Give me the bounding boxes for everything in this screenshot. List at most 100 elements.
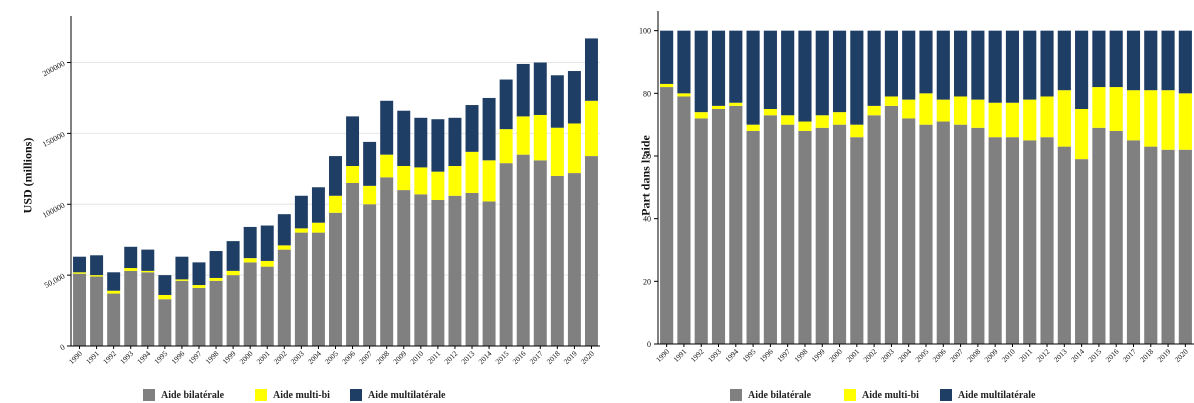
right-bar-multilateral-2014 <box>1075 30 1089 110</box>
left-bar-multibi-2005 <box>329 195 342 213</box>
left-bar-multibi-2010 <box>414 167 428 195</box>
right-x-tick-label: 1992 <box>689 347 706 364</box>
right-bar-bilateral-1994 <box>729 105 743 344</box>
left-y-tick-label: 100000 <box>41 201 66 220</box>
left-bar-multibi-2013 <box>465 151 479 193</box>
right-bar-multilateral-2004 <box>902 30 916 100</box>
right-bar-bilateral-2017 <box>1126 140 1141 344</box>
left-bar-bilateral-2012 <box>448 195 462 346</box>
right-bar-multilateral-2006 <box>936 30 950 100</box>
right-bar-multilateral-2015 <box>1092 30 1106 88</box>
left-bar-bilateral-1990 <box>73 273 87 346</box>
left-bar-multilateral-1991 <box>90 255 104 276</box>
right-x-tick-label: 2018 <box>1138 347 1155 364</box>
right-bar-bilateral-2013 <box>1057 146 1071 344</box>
left-bar-bilateral-2000 <box>243 262 257 346</box>
left-bar-multilateral-2005 <box>329 156 342 196</box>
legend-swatch-multilateral <box>350 389 362 401</box>
left-bar-bilateral-2016 <box>516 154 530 346</box>
left-bar-multilateral-2007 <box>363 141 377 186</box>
right-x-tick-label: 1999 <box>810 347 827 364</box>
left-bar-multibi-2016 <box>516 116 530 155</box>
right-y-tick-label: 20 <box>643 277 651 286</box>
left-bar-multibi-2004 <box>311 222 325 233</box>
right-bar-bilateral-2005 <box>919 124 933 345</box>
right-bar-multibi-2007 <box>954 96 968 125</box>
right-bar-bilateral-2004 <box>902 118 916 345</box>
left-bar-multibi-2012 <box>448 165 462 196</box>
left-bar-bilateral-2002 <box>277 249 291 346</box>
left-x-tick-label: 1991 <box>84 349 101 366</box>
right-x-tick-label: 2009 <box>983 347 1000 364</box>
left-bar-multibi-2007 <box>363 185 377 205</box>
right-x-tick-label: 1991 <box>671 347 688 364</box>
left-bar-multibi-2015 <box>499 129 513 164</box>
left-bar-bilateral-2004 <box>311 232 325 346</box>
right-bar-multilateral-1998 <box>798 30 812 122</box>
right-x-tick-label: 1990 <box>654 347 671 364</box>
right-bar-multibi-2020 <box>1178 93 1192 150</box>
left-bar-multilateral-1994 <box>141 249 155 271</box>
left-bar-bilateral-2018 <box>550 175 564 346</box>
right-bar-bilateral-2008 <box>971 127 985 344</box>
right-bar-multilateral-2005 <box>919 30 933 94</box>
right-bar-multibi-2003 <box>884 96 898 106</box>
right-bar-multilateral-2003 <box>884 30 898 97</box>
right-bar-bilateral-2014 <box>1075 159 1089 344</box>
left-bar-multilateral-2017 <box>533 62 547 115</box>
left-chart-panel: USD (millions) 0 50,000 100000 150000 200000… <box>21 16 600 401</box>
left-bar-multibi-2002 <box>277 245 291 250</box>
right-x-tick-label: 2019 <box>1156 347 1173 364</box>
right-legend-item-multibi: Aide multi-bi <box>844 389 919 401</box>
left-y-tick-label: 200000 <box>41 59 66 78</box>
right-bar-multilateral-2017 <box>1126 30 1141 91</box>
right-x-tick-label: 2014 <box>1069 347 1086 364</box>
left-x-tick-label: 2020 <box>579 349 596 366</box>
right-bar-bilateral-1990 <box>660 87 674 345</box>
right-bar-multilateral-2000 <box>832 30 847 113</box>
right-bar-multibi-2013 <box>1057 90 1071 147</box>
left-bar-multibi-2003 <box>294 228 308 233</box>
legend-label: Aide multilatérale <box>958 389 1036 401</box>
left-legend-item-bilateral: Aide bilatérale <box>143 389 224 401</box>
right-x-tick-label: 2012 <box>1034 347 1051 364</box>
left-x-tick-label: 2002 <box>272 349 289 366</box>
left-bar-bilateral-2020 <box>584 156 598 346</box>
left-x-tick-label: 2015 <box>494 349 511 366</box>
right-bar-bilateral-1998 <box>798 130 812 344</box>
right-bar-multibi-1999 <box>815 115 829 128</box>
right-bar-bilateral-2011 <box>1023 140 1037 344</box>
right-bar-bilateral-2003 <box>884 105 898 344</box>
right-bar-bilateral-1999 <box>815 127 829 344</box>
right-bar-multilateral-2018 <box>1144 30 1158 91</box>
right-bar-bilateral-2000 <box>832 124 847 345</box>
left-x-tick-label: 2007 <box>357 349 374 366</box>
left-x-tick-label: 1994 <box>135 349 152 366</box>
right-bar-multilateral-2010 <box>1005 30 1020 103</box>
right-bar-multibi-2006 <box>936 99 950 122</box>
right-bar-multilateral-1991 <box>677 30 691 94</box>
left-bar-multibi-1991 <box>90 275 104 277</box>
legend-label: Aide multi-bi <box>273 389 330 401</box>
right-bar-multilateral-1990 <box>660 30 674 84</box>
left-bar-bilateral-1993 <box>124 270 138 346</box>
left-x-tick-label: 2011 <box>426 349 443 366</box>
left-legend-item-multibi: Aide multi-bi <box>255 389 330 401</box>
right-bar-multibi-2000 <box>832 112 847 125</box>
right-bar-multibi-2018 <box>1144 90 1158 147</box>
left-bar-bilateral-2015 <box>499 163 513 346</box>
right-y-tick-label: 100 <box>639 27 651 36</box>
left-bar-multilateral-1995 <box>158 275 172 295</box>
left-bar-multilateral-1997 <box>192 262 206 286</box>
left-x-tick-label: 1990 <box>67 349 84 366</box>
right-bar-bilateral-1996 <box>763 115 777 345</box>
left-bar-multibi-1998 <box>209 277 223 281</box>
left-bar-multilateral-2012 <box>448 117 462 166</box>
right-bar-bilateral-2018 <box>1144 146 1158 344</box>
left-bar-multilateral-2020 <box>584 38 598 101</box>
right-x-tick-label: 2008 <box>965 347 982 364</box>
legend-swatch-bilateral <box>730 389 742 401</box>
legend-label: Aide multi-bi <box>862 389 919 401</box>
left-bar-bilateral-2014 <box>482 201 496 346</box>
left-bar-multilateral-1993 <box>124 246 138 269</box>
